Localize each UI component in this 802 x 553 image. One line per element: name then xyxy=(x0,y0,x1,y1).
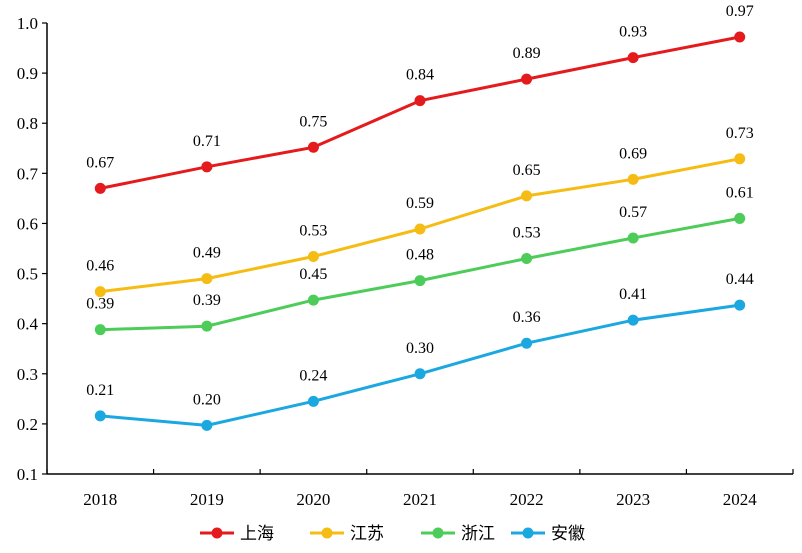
legend-label: 浙江 xyxy=(461,524,495,544)
data-point xyxy=(734,153,746,165)
data-point xyxy=(414,368,426,380)
data-label: 0.71 xyxy=(193,133,221,150)
data-point xyxy=(627,314,639,326)
y-tick-label: 0.7 xyxy=(17,164,39,183)
y-tick-label: 0.6 xyxy=(17,214,38,233)
data-label: 0.93 xyxy=(619,24,647,41)
series-line xyxy=(100,216,740,332)
data-label: 0.41 xyxy=(619,286,647,303)
legend-item: 浙江 xyxy=(421,524,495,544)
x-tick-label: 2020 xyxy=(296,490,330,509)
data-label: 0.57 xyxy=(619,204,647,221)
y-tick-label: 1.0 xyxy=(17,14,38,33)
data-label: 0.48 xyxy=(406,247,434,264)
data-point xyxy=(94,286,106,298)
data-label: 0.53 xyxy=(299,223,327,240)
data-point xyxy=(521,337,533,349)
legend-label: 上海 xyxy=(240,524,274,544)
y-tick-label: 0.8 xyxy=(17,114,38,133)
legend-swatch-marker xyxy=(522,527,534,539)
data-label: 0.89 xyxy=(513,45,541,62)
y-tick-label: 0.9 xyxy=(17,64,38,83)
series-3 xyxy=(94,212,746,336)
data-label: 0.69 xyxy=(619,145,647,162)
y-tick-label: 0.1 xyxy=(17,465,38,484)
data-point xyxy=(307,395,319,407)
data-point xyxy=(414,95,426,107)
series-layer xyxy=(94,31,746,431)
data-label: 0.20 xyxy=(193,391,221,408)
data-label: 0.61 xyxy=(726,184,754,201)
legend-swatch-marker xyxy=(211,527,223,539)
data-point xyxy=(627,173,639,185)
data-label: 0.49 xyxy=(193,245,221,262)
series-2 xyxy=(94,153,746,298)
data-label: 0.44 xyxy=(726,271,754,288)
data-point xyxy=(734,299,746,311)
data-label: 0.75 xyxy=(299,113,327,130)
data-point xyxy=(734,212,746,224)
legend-item: 江苏 xyxy=(310,524,384,544)
data-point xyxy=(521,73,533,85)
series-line xyxy=(100,35,740,190)
legend-item: 上海 xyxy=(200,524,274,544)
data-label: 0.36 xyxy=(513,309,541,326)
data-label: 0.73 xyxy=(726,125,754,142)
data-label: 0.21 xyxy=(86,382,114,399)
data-point xyxy=(414,275,426,287)
data-point xyxy=(94,324,106,336)
data-label: 0.30 xyxy=(406,340,434,357)
x-tick-label: 2021 xyxy=(403,490,437,509)
x-tick-label: 2018 xyxy=(83,490,117,509)
data-point xyxy=(734,31,746,43)
data-label: 0.97 xyxy=(726,3,754,20)
x-tick-label: 2022 xyxy=(510,490,544,509)
data-point xyxy=(414,223,426,235)
data-label: 0.46 xyxy=(86,258,114,275)
data-point xyxy=(94,410,106,422)
data-label: 0.53 xyxy=(513,225,541,242)
data-point xyxy=(307,141,319,153)
x-tick-label: 2024 xyxy=(723,490,758,509)
data-label: 0.59 xyxy=(406,195,434,212)
y-tick-label: 0.3 xyxy=(17,365,38,384)
data-label: 0.24 xyxy=(299,367,327,384)
data-point xyxy=(521,253,533,265)
data-point xyxy=(201,419,213,431)
data-point xyxy=(627,232,639,244)
data-label: 0.45 xyxy=(299,266,327,283)
axes: 0.1 0.2 0.3 0.4 0.5 0.6 0.7 0.8 0.9 1.0 2018 2019 20… xyxy=(17,14,794,509)
data-point xyxy=(521,190,533,202)
data-label: 0.84 xyxy=(406,67,434,84)
x-tick-label: 2019 xyxy=(190,490,224,509)
data-point xyxy=(201,320,213,332)
data-point xyxy=(201,161,213,173)
data-point xyxy=(627,52,639,64)
y-tick-label: 0.2 xyxy=(17,415,38,434)
data-label: 0.39 xyxy=(193,292,221,309)
data-point xyxy=(201,273,213,285)
legend-swatch-marker xyxy=(432,527,444,539)
legend-item: 安徽 xyxy=(511,524,585,544)
data-label: 0.67 xyxy=(86,154,114,171)
data-label: 0.39 xyxy=(86,296,114,313)
series-4 xyxy=(94,299,746,431)
series-1 xyxy=(94,31,746,194)
x-tick-label: 2023 xyxy=(616,490,650,509)
data-point xyxy=(307,294,319,306)
y-tick-label: 0.5 xyxy=(17,265,38,284)
data-point xyxy=(307,251,319,263)
y-tick-label: 0.4 xyxy=(17,315,39,334)
legend-swatch-marker xyxy=(321,527,333,539)
legend-label: 安徽 xyxy=(551,524,585,544)
legend-label: 江苏 xyxy=(350,524,384,544)
data-labels: 0.67 0.71 0.75 0.84 0.89 0.93 0.97 0.46 0.49 0.53… xyxy=(86,3,753,408)
data-point xyxy=(94,182,106,194)
data-label: 0.65 xyxy=(513,162,541,179)
legend: 上海 江苏 浙江 安徽 xyxy=(200,524,585,544)
